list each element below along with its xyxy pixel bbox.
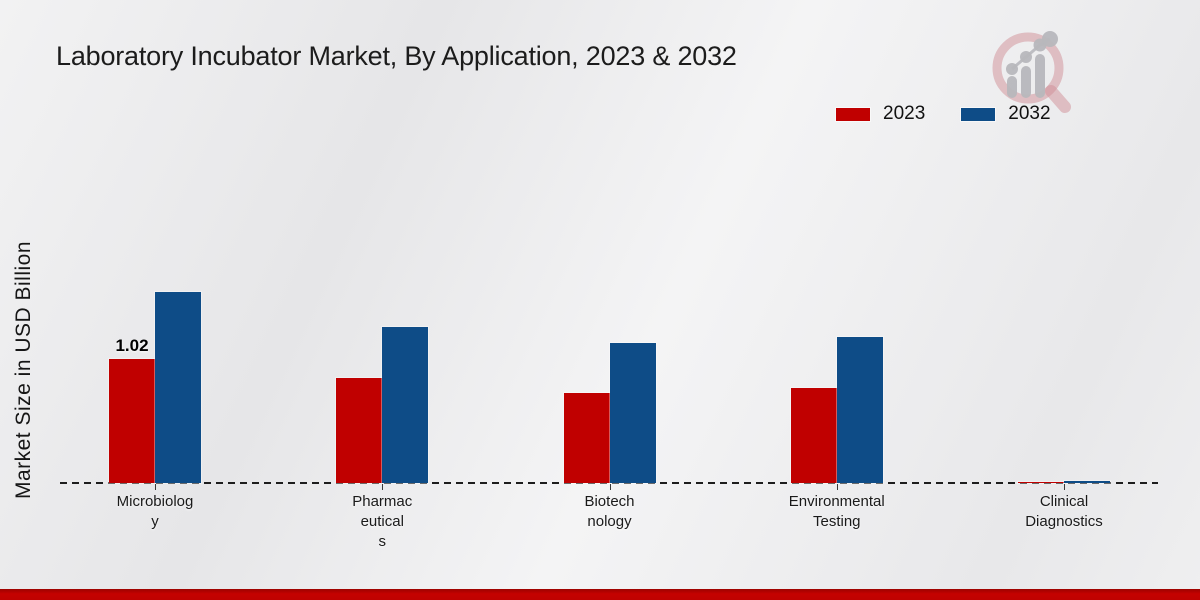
legend-label-2023: 2023 [883,103,926,124]
axis-tick-pharmaceuticals [382,484,384,490]
legend-item-2023: 2023 [836,103,925,125]
category-label-pharmaceuticals: Pharmac eutical s [352,493,413,550]
bar-2032-clinical-diagnostics [1064,481,1110,483]
bar-2032-biotechnology [609,343,656,483]
zero-baseline-dashed [60,482,1158,484]
category-label-microbiology: Microbiolog y [116,493,194,530]
axis-tick-environmental-testing [836,484,838,490]
bar-2032-microbiology [155,292,201,483]
bar-2023-clinical-diagnostics [1018,482,1064,483]
bar-2032-pharmaceuticals [382,327,429,483]
bar-2023-environmental-testing [790,388,837,483]
bar-2023-pharmaceuticals [336,378,383,483]
magnifier-growth-chart-logo-icon [992,31,1071,113]
legend: 2023 2032 [836,103,1051,125]
chart-title: Laboratory Incubator Market, By Applicat… [56,41,737,71]
data-label-microbiology-2023: 1.02 [115,336,149,355]
footer-accent-bar [0,589,1200,600]
bar-2032-environmental-testing [836,337,883,483]
legend-swatch-2032 [961,107,996,121]
legend-label-2032: 2032 [1008,103,1051,124]
bar-2023-biotechnology [563,393,610,483]
category-label-environmental-testing: Environmental Testing [788,493,885,530]
y-axis-label: Market Size in USD Billion [12,240,35,500]
legend-item-2032: 2032 [961,103,1051,125]
category-label-biotechnology: Biotech nology [584,493,635,530]
category-label-clinical-diagnostics: Clinical Diagnostics [1025,493,1103,530]
axis-tick-microbiology [155,484,156,490]
axis-tick-clinical-diagnostics [1064,484,1065,490]
plot-area: Microbiolog y Pharmac eutical s Biotech no… [60,255,1160,550]
bar-2023-microbiology [109,359,155,483]
legend-swatch-2023 [836,107,870,121]
axis-tick-biotechnology [609,484,611,490]
